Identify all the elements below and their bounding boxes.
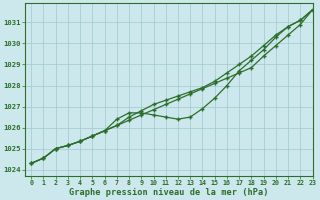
X-axis label: Graphe pression niveau de la mer (hPa): Graphe pression niveau de la mer (hPa) <box>69 188 268 197</box>
